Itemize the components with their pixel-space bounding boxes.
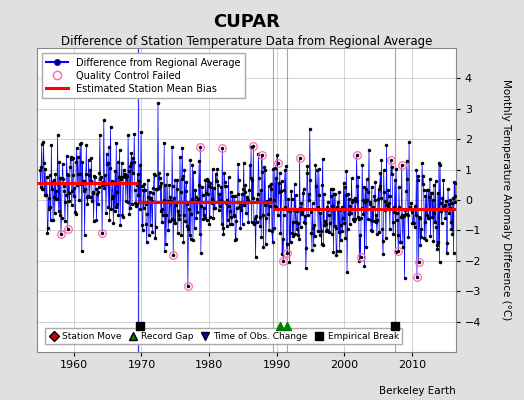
Legend: Station Move, Record Gap, Time of Obs. Change, Empirical Break: Station Move, Record Gap, Time of Obs. C… bbox=[46, 328, 402, 344]
Text: Berkeley Earth: Berkeley Earth bbox=[379, 386, 456, 396]
Text: CUPAR: CUPAR bbox=[213, 13, 280, 31]
Title: Difference of Station Temperature Data from Regional Average: Difference of Station Temperature Data f… bbox=[61, 35, 432, 48]
Y-axis label: Monthly Temperature Anomaly Difference (°C): Monthly Temperature Anomaly Difference (… bbox=[501, 79, 511, 321]
